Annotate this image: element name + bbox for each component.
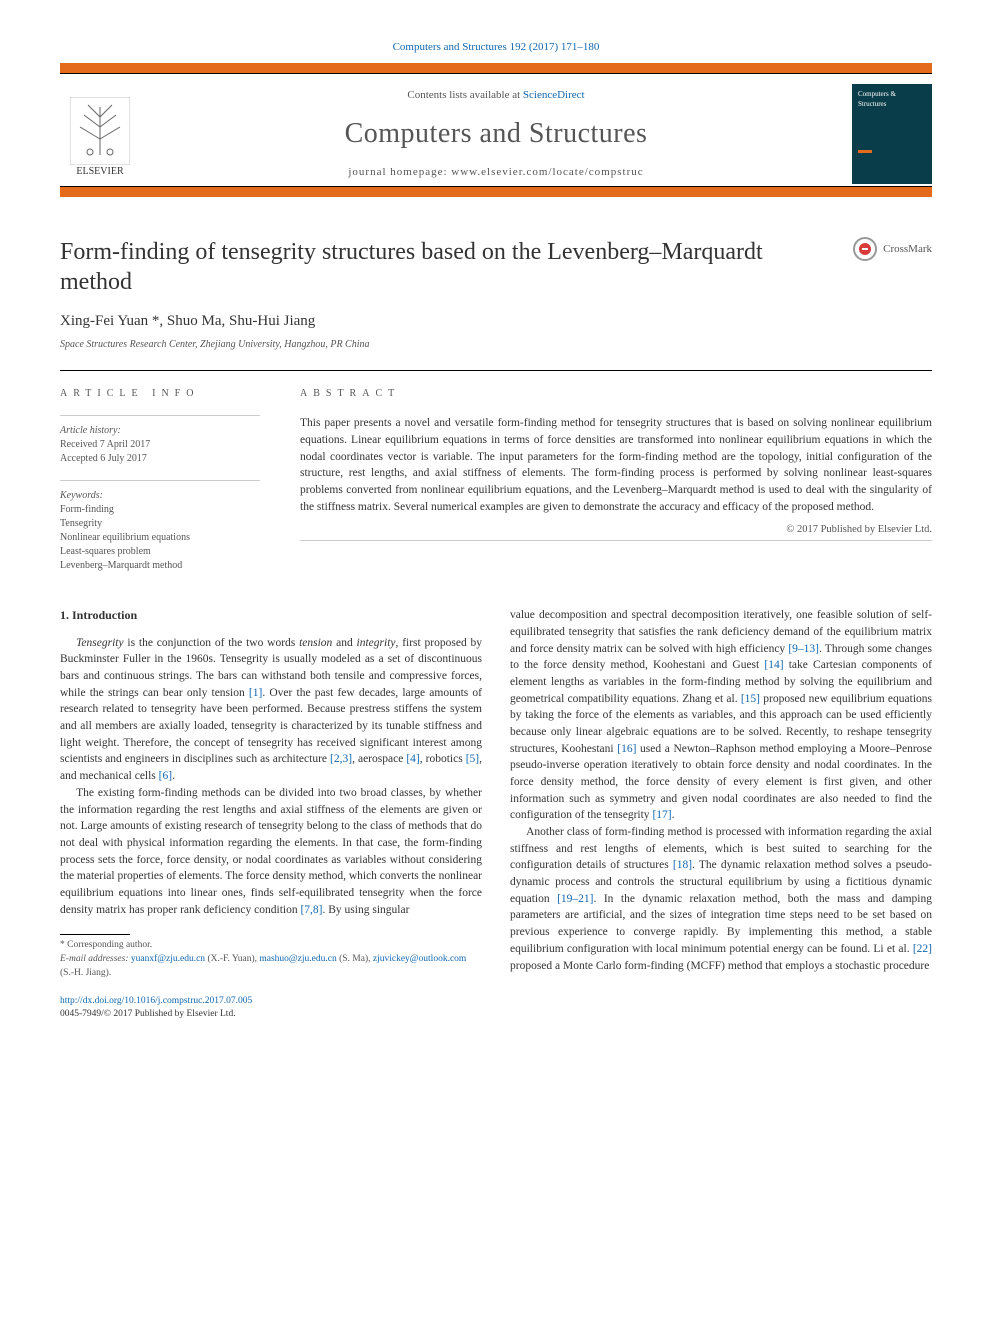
info-abstract-row: ARTICLE INFO Article history: Received 7… (60, 370, 932, 573)
received-date: Received 7 April 2017 (60, 438, 260, 452)
ref-link-2-3[interactable]: [2,3] (330, 753, 352, 765)
email-link-3[interactable]: zjuvickey@outlook.com (373, 954, 466, 964)
article-info-column: ARTICLE INFO Article history: Received 7… (60, 387, 260, 573)
ref-link-16[interactable]: [16] (617, 743, 636, 755)
ref-link-9-13[interactable]: [9–13] (788, 643, 819, 655)
publisher-logo: ELSEVIER (60, 89, 140, 179)
ref-link-22[interactable]: [22] (913, 943, 932, 955)
abstract-column: ABSTRACT This paper presents a novel and… (300, 387, 932, 573)
contents-line: Contents lists available at ScienceDirec… (140, 88, 852, 103)
article-title: Form-finding of tensegrity structures ba… (60, 237, 822, 297)
email-label: E-mail addresses: (60, 954, 131, 964)
body-paragraph: The existing form-finding methods can be… (60, 785, 482, 918)
abstract-text: This paper presents a novel and versatil… (300, 415, 932, 515)
history-label: Article history: (60, 424, 260, 438)
email-link-1[interactable]: yuanxf@zju.edu.cn (131, 954, 205, 964)
contents-prefix: Contents lists available at (407, 89, 522, 101)
body-paragraph: value decomposition and spectral decompo… (510, 607, 932, 824)
t: is the conjunction of the two words (124, 637, 299, 649)
keyword-item: Tensegrity (60, 517, 260, 531)
t: , robotics (420, 753, 466, 765)
history-block: Article history: Received 7 April 2017 A… (60, 415, 260, 466)
left-column: 1. Introduction Tensegrity is the conjun… (60, 607, 482, 1022)
keyword-item: Nonlinear equilibrium equations (60, 531, 260, 545)
title-section: Form-finding of tensegrity structures ba… (60, 237, 932, 352)
accent-bar-bottom (60, 187, 932, 197)
abstract-copyright: © 2017 Published by Elsevier Ltd. (300, 523, 932, 538)
elsevier-tree-icon (70, 97, 130, 165)
issn-line: 0045-7949/© 2017 Published by Elsevier L… (60, 1008, 482, 1022)
abstract-divider (300, 540, 932, 541)
keyword-item: Levenberg–Marquardt method (60, 559, 260, 573)
journal-name: Computers and Structures (140, 114, 852, 153)
body-paragraph: Another class of form-finding method is … (510, 824, 932, 974)
ref-link-15[interactable]: [15] (741, 693, 760, 705)
info-heading: ARTICLE INFO (60, 387, 260, 401)
doi-block: http://dx.doi.org/10.1016/j.compstruc.20… (60, 995, 482, 1023)
top-citation: Computers and Structures 192 (2017) 171–… (60, 40, 932, 55)
t: (X.-F. Yuan), (205, 954, 259, 964)
email-link-2[interactable]: mashuo@zju.edu.cn (259, 954, 336, 964)
header-center: Contents lists available at ScienceDirec… (140, 88, 852, 180)
accepted-date: Accepted 6 July 2017 (60, 452, 260, 466)
abstract-heading: ABSTRACT (300, 387, 932, 401)
ref-link-7-8[interactable]: [7,8] (300, 904, 322, 916)
footnote-separator (60, 934, 130, 935)
ref-link-17[interactable]: [17] (652, 809, 671, 821)
t: . (172, 770, 175, 782)
section-1-heading: 1. Introduction (60, 607, 482, 624)
homepage-line: journal homepage: www.elsevier.com/locat… (140, 165, 852, 180)
crossmark-label: CrossMark (883, 242, 932, 257)
ref-link-4[interactable]: [4] (406, 753, 419, 765)
page-root: Computers and Structures 192 (2017) 171–… (0, 0, 992, 1062)
journal-cover-thumbnail: Computers & Structures (852, 84, 932, 184)
ref-link-18[interactable]: [18] (673, 859, 692, 871)
crossmark-icon (853, 237, 877, 261)
keyword-item: Least-squares problem (60, 545, 260, 559)
citation-link[interactable]: Computers and Structures 192 (2017) 171–… (393, 41, 600, 53)
t: proposed a Monte Carlo form-finding (MCF… (510, 960, 929, 972)
t: (S.-H. Jiang). (60, 968, 111, 978)
body-paragraph: Tensegrity is the conjunction of the two… (60, 635, 482, 785)
homepage-url: www.elsevier.com/locate/compstruc (451, 166, 643, 178)
right-column: value decomposition and spectral decompo… (510, 607, 932, 1022)
t: and (332, 637, 356, 649)
t: The existing form-finding methods can be… (60, 787, 482, 916)
ref-link-5[interactable]: [5] (466, 753, 479, 765)
t: , aerospace (352, 753, 406, 765)
accent-bar-top (60, 63, 932, 73)
crossmark-badge[interactable]: CrossMark (822, 237, 932, 261)
email-footnote: E-mail addresses: yuanxf@zju.edu.cn (X.-… (60, 953, 482, 981)
title-text-block: Form-finding of tensegrity structures ba… (60, 237, 822, 352)
journal-header: ELSEVIER Contents lists available at Sci… (60, 73, 932, 187)
affiliation: Space Structures Research Center, Zhejia… (60, 338, 822, 352)
corresponding-author-note: * Corresponding author. (60, 939, 482, 953)
authors-text: Xing-Fei Yuan *, Shuo Ma, Shu-Hui Jiang (60, 313, 315, 329)
authors-line: Xing-Fei Yuan *, Shuo Ma, Shu-Hui Jiang (60, 311, 822, 332)
keyword-item: Form-finding (60, 503, 260, 517)
ref-link-19-21[interactable]: [19–21] (557, 893, 593, 905)
keywords-block: Keywords: Form-finding Tensegrity Nonlin… (60, 480, 260, 573)
doi-link[interactable]: http://dx.doi.org/10.1016/j.compstruc.20… (60, 996, 252, 1006)
cover-text: Computers & Structures (858, 90, 926, 110)
body-columns: 1. Introduction Tensegrity is the conjun… (60, 607, 932, 1022)
term-integrity: integrity (357, 637, 396, 649)
t: . By using singular (323, 904, 410, 916)
ref-link-1[interactable]: [1] (249, 687, 262, 699)
sciencedirect-link[interactable]: ScienceDirect (523, 89, 585, 101)
t: (S. Ma), (337, 954, 373, 964)
keywords-label: Keywords: (60, 489, 260, 503)
publisher-label: ELSEVIER (76, 165, 123, 179)
ref-link-6[interactable]: [6] (159, 770, 172, 782)
term-tension: tension (299, 637, 332, 649)
term-tensegrity: Tensegrity (76, 637, 124, 649)
t: . (672, 809, 675, 821)
cover-accent (858, 150, 872, 153)
ref-link-14[interactable]: [14] (764, 659, 783, 671)
homepage-prefix: journal homepage: (348, 166, 451, 178)
